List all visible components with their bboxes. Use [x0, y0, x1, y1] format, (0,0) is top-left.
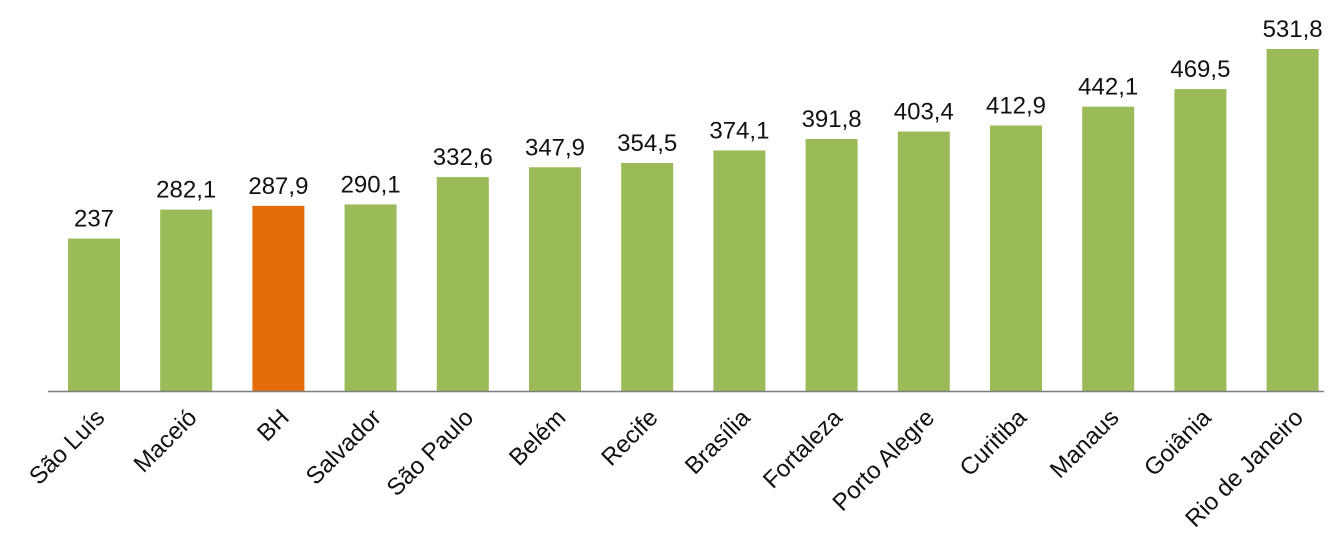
value-label-1: 282,1 [156, 177, 216, 204]
bar-4 [436, 177, 489, 391]
x-tick-label-3: Salvador [301, 404, 387, 490]
value-label-8: 391,8 [802, 106, 862, 133]
x-tick-label-8: Fortaleza [758, 404, 848, 494]
bar-6 [621, 163, 674, 391]
value-label-7: 374,1 [709, 117, 769, 144]
value-label-11: 442,1 [1078, 74, 1138, 101]
x-tick-label-2: BH [252, 404, 295, 447]
bar-2 [252, 205, 305, 391]
x-tick-label-7: Brasília [680, 404, 756, 480]
value-labels-group: 237 282,1 287,9 290,1 332,6 347,9 354,5 374,1 39… [74, 16, 1323, 233]
bar-1 [160, 209, 213, 391]
value-label-2: 287,9 [248, 173, 308, 200]
x-tick-label-6: Recife [596, 404, 663, 471]
bar-3 [344, 204, 397, 391]
bar-9 [897, 131, 950, 391]
value-label-6: 354,5 [617, 130, 677, 157]
bars-group [68, 49, 1319, 391]
x-tick-label-11: Manaus [1045, 404, 1124, 483]
x-tick-label-0: São Luís [24, 404, 110, 490]
bar-5 [529, 167, 581, 391]
bar-12 [1174, 89, 1227, 391]
value-label-4: 332,6 [433, 144, 493, 171]
value-label-10: 412,9 [986, 92, 1046, 119]
bar-7 [713, 150, 766, 391]
bar-10 [990, 125, 1042, 391]
x-tick-label-4: São Paulo [382, 404, 479, 501]
bar-11 [1082, 106, 1135, 391]
x-tick-label-12: Goiânia [1139, 404, 1217, 482]
bar-8 [805, 139, 858, 391]
x-tick-label-10: Curitiba [955, 404, 1033, 482]
value-label-13: 531,8 [1263, 16, 1323, 43]
x-tick-label-1: Maceió [129, 404, 203, 478]
bar-0 [68, 238, 120, 391]
value-label-0: 237 [74, 206, 114, 233]
x-tick-label-5: Belém [504, 404, 571, 471]
bar-13 [1266, 49, 1319, 391]
value-label-12: 469,5 [1170, 56, 1230, 83]
value-label-5: 347,9 [525, 134, 585, 161]
value-label-9: 403,4 [894, 99, 954, 126]
value-label-3: 290,1 [341, 171, 401, 198]
